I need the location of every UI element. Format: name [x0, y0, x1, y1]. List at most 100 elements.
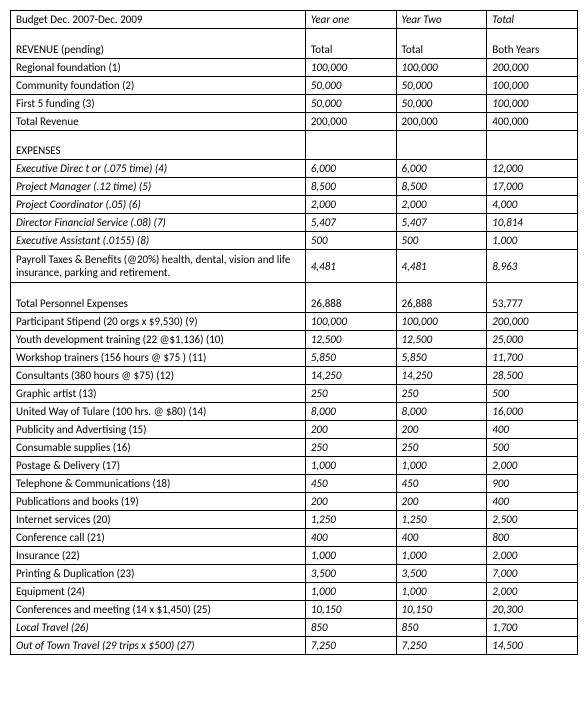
table-row-total: 28,500	[487, 366, 578, 384]
table-row-total: 200,000	[487, 312, 578, 330]
table-row-y1: 8,500	[305, 178, 396, 196]
table-row-total: 2,000	[487, 582, 578, 600]
table-row-y1: 200	[305, 492, 396, 510]
table-row-total: 2,500	[487, 510, 578, 528]
table-row-y1: 450	[305, 474, 396, 492]
table-row-y2: 850	[396, 618, 487, 636]
table-row-y2: 12,500	[396, 330, 487, 348]
table-row-y1: 5,850	[305, 348, 396, 366]
table-row-y1: 7,250	[305, 636, 396, 654]
table-row-total: 1,000	[487, 232, 578, 250]
table-row-y2: 250	[396, 384, 487, 402]
table-row-label: Director Financial Service (.08) (7)	[11, 214, 306, 232]
table-row-total: 2,000	[487, 546, 578, 564]
table-row-y1: 50,000	[305, 94, 396, 112]
table-row-y2: 14,250	[396, 366, 487, 384]
table-row-y1: 6,000	[305, 160, 396, 178]
table-row-label: Conference call (21)	[11, 528, 306, 546]
table-row-y2: 400	[396, 528, 487, 546]
table-row-y1: 500	[305, 232, 396, 250]
table-row-y2: 50,000	[396, 76, 487, 94]
col-header-y2: Year Two	[396, 11, 487, 29]
personnel-total-y1: 26,888	[305, 295, 396, 313]
table-row-y2: 250	[396, 438, 487, 456]
total-revenue-label: Total Revenue	[11, 112, 306, 130]
revenue-sub-y2: Total	[396, 41, 487, 59]
table-row-y1: 10,150	[305, 600, 396, 618]
table-row-total: 900	[487, 474, 578, 492]
table-row-y2: 8,500	[396, 178, 487, 196]
table-row-total: 400	[487, 420, 578, 438]
table-row-total: 100,000	[487, 94, 578, 112]
table-row-y1: 1,000	[305, 582, 396, 600]
table-row-total: 25,000	[487, 330, 578, 348]
table-row-y2: 7,250	[396, 636, 487, 654]
table-row-y2: 2,000	[396, 196, 487, 214]
table-row-y2: 100,000	[396, 58, 487, 76]
table-row-y2: 3,500	[396, 564, 487, 582]
payroll-total: 8,963	[487, 250, 578, 283]
payroll-y1: 4,481	[305, 250, 396, 283]
revenue-sub-total: Both Years	[487, 41, 578, 59]
table-row-total: 4,000	[487, 196, 578, 214]
table-row-y1: 400	[305, 528, 396, 546]
payroll-label: Payroll Taxes & Benefits (@20%) health, …	[11, 250, 306, 283]
table-row-total: 16,000	[487, 402, 578, 420]
table-row-total: 400	[487, 492, 578, 510]
table-row-label: Equipment (24)	[11, 582, 306, 600]
col-header-total: Total	[487, 11, 578, 29]
budget-table: Budget Dec. 2007-Dec. 2009 Year one Year…	[10, 10, 578, 655]
table-title: Budget Dec. 2007-Dec. 2009	[11, 11, 306, 29]
table-row-label: Community foundation (2)	[11, 76, 306, 94]
table-row-label: Executive Assistant (.0155) (8)	[11, 232, 306, 250]
table-row-label: Printing & Duplication (23)	[11, 564, 306, 582]
table-row-label: Internet services (20)	[11, 510, 306, 528]
table-row-label: Publications and books (19)	[11, 492, 306, 510]
table-row-total: 2,000	[487, 456, 578, 474]
table-row-y2: 6,000	[396, 160, 487, 178]
table-row-y2: 8,000	[396, 402, 487, 420]
table-row-y1: 250	[305, 384, 396, 402]
table-row-y2: 1,250	[396, 510, 487, 528]
table-row-y1: 100,000	[305, 58, 396, 76]
table-row-label: Telephone & Communications (18)	[11, 474, 306, 492]
personnel-total-label: Total Personnel Expenses	[11, 295, 306, 313]
table-row-y2: 100,000	[396, 312, 487, 330]
table-row-y2: 5,850	[396, 348, 487, 366]
table-row-total: 7,000	[487, 564, 578, 582]
table-row-y2: 200	[396, 492, 487, 510]
table-row-y1: 100,000	[305, 312, 396, 330]
table-row-label: Consumable supplies (16)	[11, 438, 306, 456]
total-revenue-y2: 200,000	[396, 112, 487, 130]
table-row-label: First 5 funding (3)	[11, 94, 306, 112]
table-row-label: Consultants (380 hours @ $75) (12)	[11, 366, 306, 384]
table-row-total: 200,000	[487, 58, 578, 76]
table-row-y1: 5,407	[305, 214, 396, 232]
table-row-total: 10,814	[487, 214, 578, 232]
table-row-y2: 1,000	[396, 582, 487, 600]
table-row-total: 17,000	[487, 178, 578, 196]
table-row-y2: 5,407	[396, 214, 487, 232]
table-row-y1: 50,000	[305, 76, 396, 94]
col-header-y1: Year one	[305, 11, 396, 29]
table-row-y2: 200	[396, 420, 487, 438]
table-row-y1: 1,000	[305, 546, 396, 564]
table-row-y1: 2,000	[305, 196, 396, 214]
table-row-label: United Way of Tulare (100 hrs. @ $80) (1…	[11, 402, 306, 420]
table-row-label: Participant Stipend (20 orgs x $9,530) (…	[11, 312, 306, 330]
table-row-total: 11,700	[487, 348, 578, 366]
table-row-label: Postage & Delivery (17)	[11, 456, 306, 474]
table-row-total: 20,300	[487, 600, 578, 618]
table-row-y1: 14,250	[305, 366, 396, 384]
table-row-y2: 450	[396, 474, 487, 492]
table-row-total: 12,000	[487, 160, 578, 178]
table-row-total: 14,500	[487, 636, 578, 654]
table-row-label: Publicity and Advertising (15)	[11, 420, 306, 438]
table-row-total: 500	[487, 438, 578, 456]
total-revenue-total: 400,000	[487, 112, 578, 130]
table-row-label: Youth development training (22 @$1,136) …	[11, 330, 306, 348]
table-row-label: Insurance (22)	[11, 546, 306, 564]
table-row-y2: 500	[396, 232, 487, 250]
personnel-total-y2: 26,888	[396, 295, 487, 313]
table-row-y2: 10,150	[396, 600, 487, 618]
